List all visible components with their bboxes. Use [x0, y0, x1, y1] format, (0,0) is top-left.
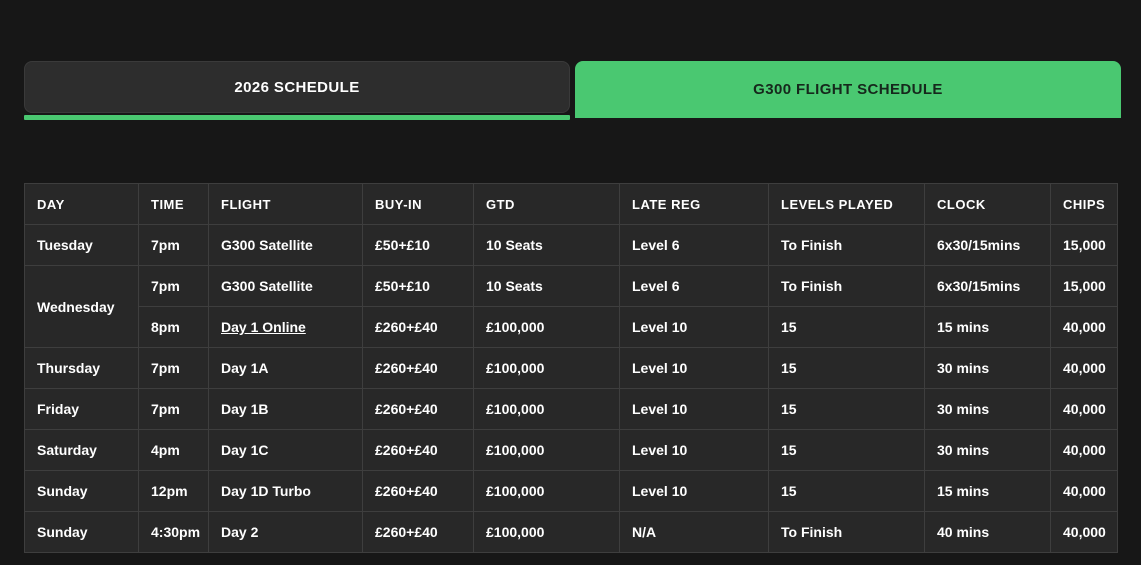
table-row: Sunday 4:30pm Day 2 £260+£40 £100,000 N/A To F… — [24, 511, 1118, 553]
cell-flight: Day 1B — [208, 388, 363, 430]
table-row: Friday 7pm Day 1B £260+£40 £100,000 Level 10 1… — [24, 388, 1118, 430]
cell-clock: 30 mins — [924, 429, 1051, 471]
cell-flight: Day 1A — [208, 347, 363, 389]
cell-buy-in: £260+£40 — [362, 388, 474, 430]
cell-chips: 40,000 — [1050, 306, 1118, 348]
cell-late-reg: N/A — [619, 511, 769, 553]
cell-chips: 40,000 — [1050, 511, 1118, 553]
column-header-flight: FLIGHT — [208, 183, 363, 225]
cell-late-reg: Level 10 — [619, 470, 769, 512]
cell-clock: 6x30/15mins — [924, 265, 1051, 307]
cell-time: 4:30pm — [138, 511, 209, 553]
cell-chips: 40,000 — [1050, 388, 1118, 430]
cell-flight: Day 2 — [208, 511, 363, 553]
column-header-late-reg: LATE REG — [619, 183, 769, 225]
cell-late-reg: Level 6 — [619, 224, 769, 266]
cell-day: Tuesday — [24, 224, 139, 266]
cell-time: 4pm — [138, 429, 209, 471]
column-header-buy-in: BUY-IN — [362, 183, 474, 225]
cell-late-reg: Level 10 — [619, 388, 769, 430]
column-header-time: TIME — [138, 183, 209, 225]
cell-levels-played: 15 — [768, 347, 925, 389]
cell-levels-played: To Finish — [768, 511, 925, 553]
cell-levels-played: 15 — [768, 388, 925, 430]
cell-late-reg: Level 10 — [619, 347, 769, 389]
cell-gtd: £100,000 — [473, 347, 620, 389]
table-row: Thursday 7pm Day 1A £260+£40 £100,000 Level 1… — [24, 347, 1118, 389]
cell-flight: G300 Satellite — [208, 265, 363, 307]
flight-day-1-online-link[interactable]: Day 1 Online — [221, 319, 306, 335]
cell-clock: 30 mins — [924, 388, 1051, 430]
table-row: Sunday 12pm Day 1D Turbo £260+£40 £100,000 Le… — [24, 470, 1118, 512]
cell-levels-played: 15 — [768, 429, 925, 471]
cell-time: 7pm — [138, 224, 209, 266]
table-row: Wednesday 7pm G300 Satellite £50+£10 10 Seat… — [24, 265, 1118, 348]
table-body: Tuesday 7pm G300 Satellite £50+£10 10 Seats L… — [24, 224, 1118, 553]
cell-buy-in: £260+£40 — [362, 429, 474, 471]
cell-gtd: 10 Seats — [473, 224, 620, 266]
cell-late-reg: Level 6 — [619, 265, 769, 307]
cell-time: 7pm — [138, 265, 209, 307]
cell-time: 12pm — [138, 470, 209, 512]
cell-buy-in: £260+£40 — [362, 347, 474, 389]
cell-time: 7pm — [138, 388, 209, 430]
cell-buy-in: £260+£40 — [362, 306, 474, 348]
cell-levels-played: 15 — [768, 306, 925, 348]
cell-buy-in: £260+£40 — [362, 470, 474, 512]
table-row: Tuesday 7pm G300 Satellite £50+£10 10 Seats L… — [24, 224, 1118, 266]
cell-gtd: £100,000 — [473, 511, 620, 553]
cell-clock: 40 mins — [924, 511, 1051, 553]
cell-chips: 40,000 — [1050, 347, 1118, 389]
cell-gtd: £100,000 — [473, 470, 620, 512]
cell-flight: Day 1 Online — [208, 306, 363, 348]
cell-gtd: 10 Seats — [473, 265, 620, 307]
active-tab-underline — [24, 115, 570, 120]
flight-schedule-table: DAY TIME FLIGHT BUY-IN GTD LATE REG LEVELS PLA… — [24, 183, 1118, 553]
cell-day: Sunday — [24, 470, 139, 512]
cell-day: Saturday — [24, 429, 139, 471]
cell-levels-played: 15 — [768, 470, 925, 512]
tab-g300-flight-schedule[interactable]: G300 FLIGHT SCHEDULE — [575, 61, 1121, 118]
cell-levels-played: To Finish — [768, 265, 925, 307]
column-header-day: DAY — [24, 183, 139, 225]
column-header-chips: CHIPS — [1050, 183, 1118, 225]
tab-column-2026-schedule: 2026 SCHEDULE — [24, 61, 570, 120]
cell-time: 8pm — [138, 306, 209, 348]
cell-buy-in: £260+£40 — [362, 511, 474, 553]
cell-chips: 15,000 — [1050, 265, 1118, 307]
tab-2026-schedule[interactable]: 2026 SCHEDULE — [24, 61, 570, 113]
cell-flight: Day 1C — [208, 429, 363, 471]
cell-time: 7pm — [138, 347, 209, 389]
cell-clock: 30 mins — [924, 347, 1051, 389]
cell-late-reg: Level 10 — [619, 306, 769, 348]
schedule-tabs: 2026 SCHEDULE G300 FLIGHT SCHEDULE — [24, 61, 1121, 120]
cell-gtd: £100,000 — [473, 429, 620, 471]
cell-flight: Day 1D Turbo — [208, 470, 363, 512]
table-header-row: DAY TIME FLIGHT BUY-IN GTD LATE REG LEVELS PLA… — [24, 183, 1118, 225]
cell-gtd: £100,000 — [473, 306, 620, 348]
cell-flight: G300 Satellite — [208, 224, 363, 266]
cell-chips: 40,000 — [1050, 429, 1118, 471]
cell-day: Wednesday — [24, 265, 139, 348]
cell-buy-in: £50+£10 — [362, 265, 474, 307]
cell-buy-in: £50+£10 — [362, 224, 474, 266]
cell-late-reg: Level 10 — [619, 429, 769, 471]
table-row: Saturday 4pm Day 1C £260+£40 £100,000 Level 1… — [24, 429, 1118, 471]
cell-day: Friday — [24, 388, 139, 430]
cell-levels-played: To Finish — [768, 224, 925, 266]
table-row: 8pm Day 1 Online £260+£40 £100,000 Level 10 1… — [25, 306, 1118, 348]
cell-day: Sunday — [24, 511, 139, 553]
cell-clock: 6x30/15mins — [924, 224, 1051, 266]
cell-chips: 15,000 — [1050, 224, 1118, 266]
cell-clock: 15 mins — [924, 470, 1051, 512]
cell-chips: 40,000 — [1050, 470, 1118, 512]
cell-gtd: £100,000 — [473, 388, 620, 430]
cell-clock: 15 mins — [924, 306, 1051, 348]
column-header-gtd: GTD — [473, 183, 620, 225]
column-header-clock: CLOCK — [924, 183, 1051, 225]
cell-day: Thursday — [24, 347, 139, 389]
column-header-levels-played: LEVELS PLAYED — [768, 183, 925, 225]
